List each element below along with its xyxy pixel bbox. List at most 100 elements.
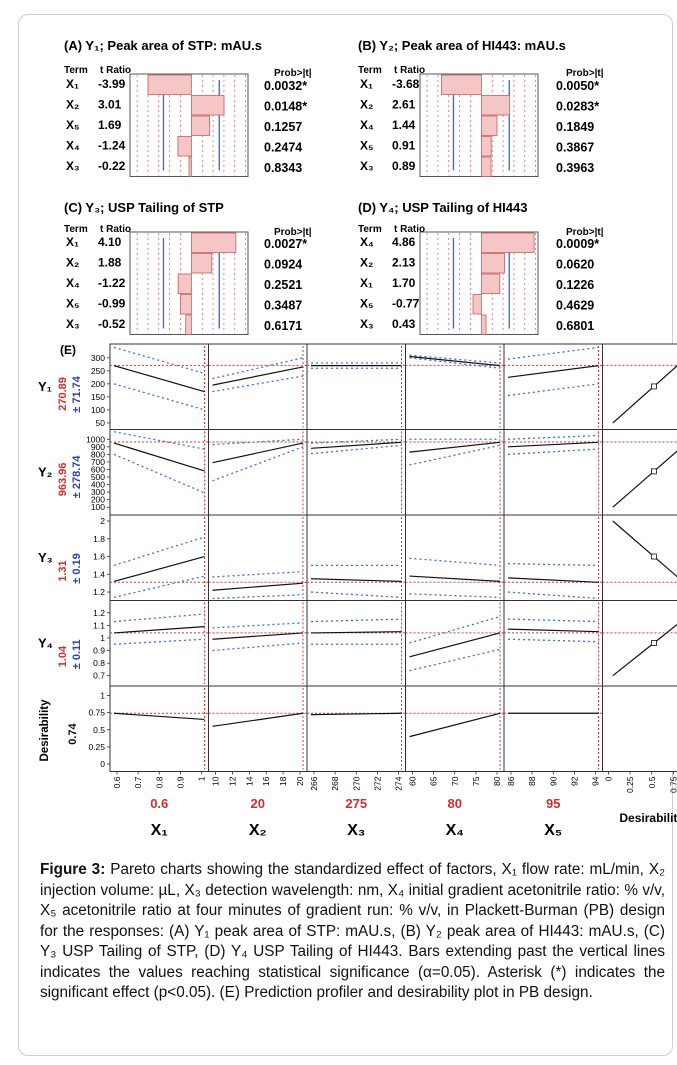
x-tick-label: 0.75 [668, 776, 677, 793]
ci-upper-line [212, 570, 304, 578]
response-ci-value: ± 71.74 [71, 375, 83, 413]
y-tick-label: 0 [100, 759, 105, 769]
x-tick-label: 70 [450, 776, 460, 786]
prediction-trace [212, 712, 304, 727]
pareto-term-label: X₄ [66, 276, 80, 290]
response-ci-value: ± 0.11 [71, 639, 83, 669]
pareto-title: (B) Y₂; Peak area of HI443: mAU.s [358, 38, 566, 53]
pareto-bar [185, 314, 192, 335]
factor-name: X₂ [249, 822, 267, 839]
prediction-trace [310, 578, 402, 582]
desirability-handle [651, 468, 657, 475]
ci-lower-line [507, 591, 599, 600]
factor-current-value: 20 [251, 796, 265, 811]
pareto-bar [190, 253, 213, 274]
pareto-bar [472, 294, 482, 315]
pareto-bar [177, 273, 192, 294]
y-tick-label: 0.5 [93, 725, 105, 735]
pareto-prob-value: 0.1849 [556, 120, 594, 134]
x-tick-label: 86 [506, 776, 516, 786]
pareto-term-label: X₄ [66, 139, 80, 153]
pareto-prob-value: 0.1257 [264, 120, 302, 134]
x-tick-label: 274 [394, 776, 404, 790]
pareto-header-term: Term [64, 65, 88, 76]
factor-name: X₅ [544, 822, 562, 839]
caption-text: Pareto charts showing the standardized e… [40, 861, 666, 1001]
pareto-tratio-value: 1.69 [98, 118, 122, 132]
prediction-trace [310, 631, 402, 634]
pareto-title: (C) Y₃; USP Tailing of STP [64, 200, 224, 215]
pareto-prob-value: 0.2474 [264, 141, 302, 155]
profiler-grid-box [109, 343, 677, 772]
factor-name: X₄ [446, 822, 464, 839]
x-tick-label: 0.6 [112, 776, 122, 788]
response-ci-value: ± 278.74 [71, 455, 83, 499]
ci-upper-line [212, 357, 304, 380]
pareto-tratio-value: 0.91 [392, 139, 416, 153]
prediction-trace [212, 632, 304, 640]
x-tick-label: 0.9 [175, 776, 185, 788]
prediction-trace [113, 442, 205, 472]
y-tick-label: 1.4 [93, 569, 105, 579]
factor-current-value: 0.6 [150, 796, 168, 811]
x-tick-label: 12 [227, 776, 237, 786]
pareto-bar [480, 115, 498, 136]
pareto-tratio-value: 4.86 [392, 235, 416, 249]
y-tick-label: 800 [91, 449, 105, 459]
prediction-trace [113, 555, 205, 582]
prediction-trace [507, 365, 599, 378]
pareto-prob-value: 0.3963 [556, 161, 594, 175]
ci-upper-line [113, 431, 205, 450]
ci-upper-line [310, 438, 402, 444]
y-tick-label: 300 [91, 487, 105, 497]
pareto-term-label: X₃ [360, 317, 374, 331]
figure-3-chart: (A) Y₁; Peak area of STP: mAU.s Term t Rat… [38, 38, 677, 839]
caption-label: Figure 3: [40, 861, 106, 878]
pareto-tratio-value: -0.22 [98, 159, 126, 173]
ci-lower-line [212, 594, 304, 600]
pareto-term-label: X₃ [66, 317, 80, 331]
pareto-panel-3: (D) Y₄; USP Tailing of HI443 Term t Ratio P… [358, 200, 604, 335]
y-tick-label: 100 [91, 502, 105, 512]
pareto-term-label: X₅ [360, 139, 374, 153]
prediction-trace [409, 575, 501, 582]
pareto-tratio-value: 0.89 [392, 159, 416, 173]
x-tick-label: 60 [408, 776, 418, 786]
y-tick-label: 700 [91, 457, 105, 467]
y-tick-label: 400 [91, 480, 105, 490]
pareto-term-label: X₂ [360, 98, 373, 112]
pareto-bar [190, 232, 237, 253]
y-tick-label: 1.1 [93, 620, 105, 630]
x-tick-label: 20 [295, 776, 305, 786]
pareto-prob-value: 0.0148* [264, 100, 307, 114]
x-tick-label: 266 [309, 776, 319, 790]
x-tick-label: 80 [492, 776, 502, 786]
pareto-tratio-value: -3.68 [392, 77, 420, 91]
factor-name: X₁ [151, 822, 169, 839]
pareto-panel-0: (A) Y₁; Peak area of STP: mAU.s Term t Rat… [64, 38, 312, 177]
pareto-prob-value: 0.0032* [264, 79, 307, 93]
x-tick-label: 88 [527, 776, 537, 786]
pareto-title: (A) Y₁; Peak area of STP: mAU.s [64, 38, 262, 53]
pareto-bar [480, 273, 501, 294]
pareto-tratio-value: 4.10 [98, 235, 122, 249]
prediction-trace [113, 712, 205, 721]
ci-upper-line [507, 434, 599, 440]
response-label: Desirability [39, 699, 51, 762]
ci-upper-line [212, 622, 304, 629]
prediction-trace [409, 712, 501, 738]
ci-lower-line [310, 444, 402, 455]
pareto-term-label: X₂ [66, 98, 79, 112]
ci-lower-line [212, 642, 304, 652]
pareto-header-prob: Prob>|t| [274, 227, 312, 238]
ci-upper-line [310, 618, 402, 623]
ci-lower-line [409, 593, 501, 599]
ci-lower-line [113, 575, 205, 599]
prediction-trace [507, 577, 599, 583]
y-tick-label: 1.8 [93, 534, 105, 544]
ci-lower-line [507, 638, 599, 643]
pareto-term-label: X₃ [360, 159, 374, 173]
pareto-bar [480, 314, 487, 335]
x-tick-label: 75 [471, 776, 481, 786]
desirability-handle [651, 640, 657, 646]
